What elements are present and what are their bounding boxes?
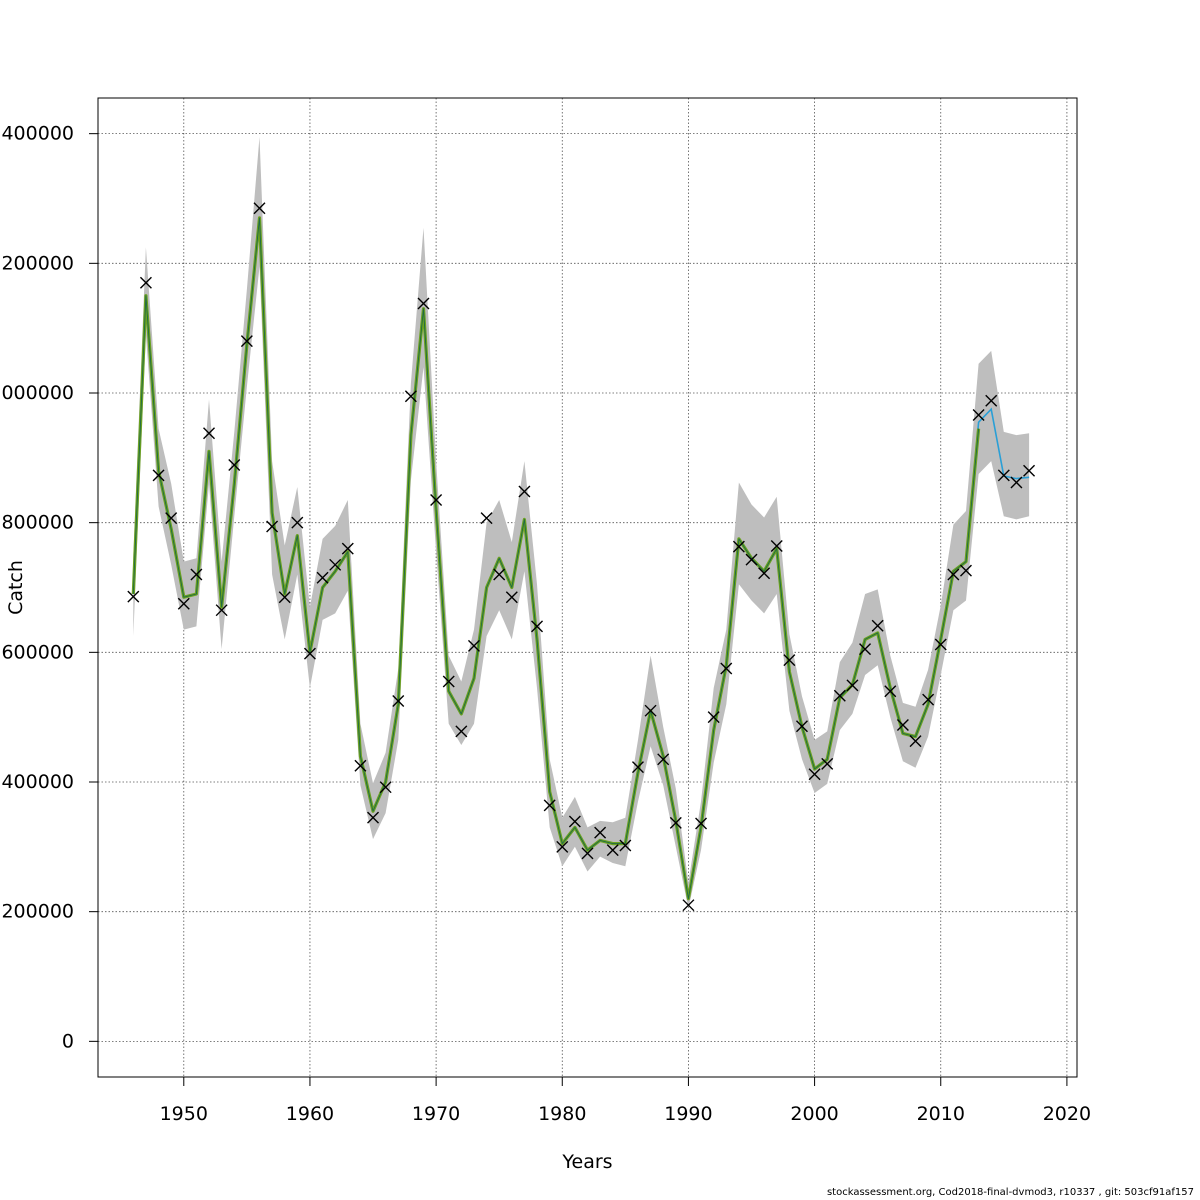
observed-point	[240, 335, 253, 348]
observed-point	[165, 512, 178, 525]
observed-point	[1010, 476, 1023, 489]
series-lines-layer	[131, 216, 1030, 901]
y-tick-label: 1200000	[0, 252, 74, 274]
observed-point	[379, 781, 392, 794]
y-tick-label: 200000	[1, 901, 74, 923]
y-tick-label: 1400000	[0, 123, 74, 145]
observed-point	[669, 816, 682, 829]
observed-point	[543, 799, 556, 812]
observed-point	[758, 567, 771, 580]
x-tick-label: 2000	[790, 1103, 838, 1125]
observed-point	[531, 620, 544, 633]
observed-point	[871, 619, 884, 632]
observed-point	[657, 753, 670, 766]
observed-point	[922, 693, 935, 706]
observed-point	[493, 568, 506, 581]
observed-point	[417, 297, 430, 310]
observed-point	[127, 590, 140, 603]
observed-point	[821, 757, 834, 770]
observed-point	[278, 591, 291, 604]
x-tick-label: 1990	[664, 1103, 712, 1125]
observed-point	[783, 654, 796, 667]
observed-point	[619, 839, 632, 852]
observed-point	[997, 469, 1010, 482]
observed-point	[190, 568, 203, 581]
observed-point	[644, 704, 657, 717]
observed-point	[1023, 464, 1036, 477]
observed-point	[303, 647, 316, 660]
observed-point	[139, 276, 152, 289]
plot-frame	[97, 97, 1078, 1078]
observed-point	[770, 540, 783, 553]
observed-point	[455, 725, 468, 738]
observed-point	[934, 638, 947, 651]
observed-point	[316, 571, 329, 584]
y-tick-label: 800000	[1, 512, 74, 534]
observed-point	[152, 469, 165, 482]
footer-note: stockassessment.org, Cod2018-final-dvmod…	[826, 1187, 1194, 1198]
observed-point	[266, 520, 279, 533]
observed-point	[354, 759, 367, 772]
observed-point	[959, 564, 972, 577]
x-tick-label: 2010	[917, 1103, 965, 1125]
observed-point	[594, 826, 607, 839]
observed-point	[392, 694, 405, 707]
observed-point	[985, 394, 998, 407]
y-tick-label: 1000000	[0, 382, 74, 404]
observed-point	[253, 202, 266, 215]
observed-point	[833, 689, 846, 702]
observed-point	[341, 542, 354, 555]
axes: 1950 1960 1970 1980 1990 2000 2010 2020 0 200000 4…	[0, 123, 1091, 1125]
observed-point	[442, 675, 455, 688]
x-tick-label: 1950	[160, 1103, 208, 1125]
observed-point	[745, 553, 758, 566]
observed-point	[707, 711, 720, 724]
observed-point	[430, 493, 443, 506]
observed-point	[367, 811, 380, 824]
observed-point	[884, 685, 897, 698]
observed-point	[177, 597, 190, 610]
observed-point	[404, 390, 417, 403]
observed-point	[947, 568, 960, 581]
observed-point	[505, 591, 518, 604]
observed-point	[480, 512, 493, 525]
x-tick-label: 1970	[412, 1103, 460, 1125]
x-tick-label: 1960	[286, 1103, 334, 1125]
observed-point	[631, 761, 644, 774]
observed-point	[695, 817, 708, 830]
observed-point	[518, 485, 531, 498]
observed-point	[568, 815, 581, 828]
y-axis-label: Catch	[5, 560, 27, 615]
observed-point	[846, 679, 859, 692]
x-tick-label: 1980	[538, 1103, 586, 1125]
observed-point	[972, 409, 985, 422]
y-tick-label: 600000	[1, 641, 74, 663]
observed-point	[896, 718, 909, 731]
observed-point	[329, 558, 342, 571]
observed-point	[291, 516, 304, 529]
observed-point	[203, 427, 216, 440]
observed-point	[215, 604, 228, 617]
observed-point	[808, 768, 821, 781]
observed-point	[581, 847, 594, 860]
observed-point	[556, 840, 569, 853]
x-tick-label: 2020	[1043, 1103, 1091, 1125]
x-axis-label: Years	[561, 1151, 612, 1173]
observed-point	[720, 662, 733, 675]
observed-point	[606, 844, 619, 857]
observed-point	[228, 458, 241, 471]
observed-point	[732, 540, 745, 553]
observed-point	[467, 639, 480, 652]
observed-point	[795, 720, 808, 733]
fitted-line-core	[132, 217, 980, 900]
y-tick-label: 0	[62, 1030, 74, 1052]
observed-markers-layer	[127, 202, 1036, 912]
y-tick-label: 400000	[1, 771, 74, 793]
observed-point	[859, 643, 872, 656]
grid-lines	[98, 98, 1077, 1077]
observed-point	[682, 899, 695, 912]
observed-point	[909, 735, 922, 748]
